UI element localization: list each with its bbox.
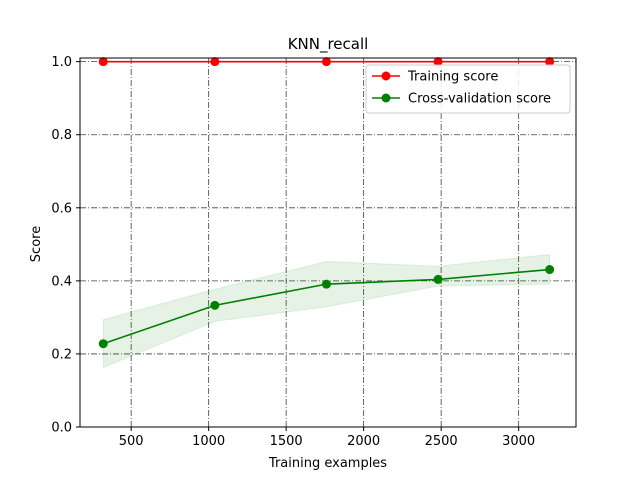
x-tick-label: 1500	[270, 434, 303, 449]
x-tick-label: 3000	[502, 434, 535, 449]
y-tick-label: 0.6	[51, 201, 72, 216]
x-axis-label: Training examples	[268, 456, 387, 471]
plot-frame	[79, 57, 577, 428]
x-tick-label: 500	[119, 434, 144, 449]
legend: Training score Cross-validation score	[365, 64, 571, 114]
data-point	[210, 300, 220, 310]
data-point	[545, 265, 555, 275]
legend-label: Cross-validation score	[408, 92, 551, 107]
axis-ticks: 500 1000 1500 2000 2500 3000 0.0 0.2 0.4 0.6 0.8 1.…	[51, 55, 535, 449]
y-tick-label: 1.0	[51, 55, 72, 70]
y-axis-label: Score	[29, 226, 44, 262]
data-point	[433, 57, 443, 67]
legend-box	[365, 64, 571, 114]
y-tick-label: 0.2	[51, 347, 72, 362]
x-tick-label: 2000	[347, 434, 380, 449]
chart-title: KNN_recall	[288, 35, 369, 54]
x-tick-label: 2500	[425, 434, 458, 449]
series-points	[98, 57, 555, 349]
data-point	[210, 57, 220, 67]
data-point	[321, 279, 331, 289]
y-tick-label: 0.8	[51, 128, 72, 143]
legend-marker	[381, 93, 391, 103]
data-point	[98, 339, 108, 349]
data-point	[98, 57, 108, 67]
legend-marker	[381, 71, 391, 81]
data-point	[321, 57, 331, 67]
data-point	[545, 57, 555, 67]
data-point	[433, 274, 443, 284]
x-tick-label: 1000	[192, 434, 225, 449]
y-tick-label: 0.0	[51, 421, 72, 436]
y-tick-label: 0.4	[51, 274, 72, 289]
legend-label: Training score	[407, 70, 498, 85]
